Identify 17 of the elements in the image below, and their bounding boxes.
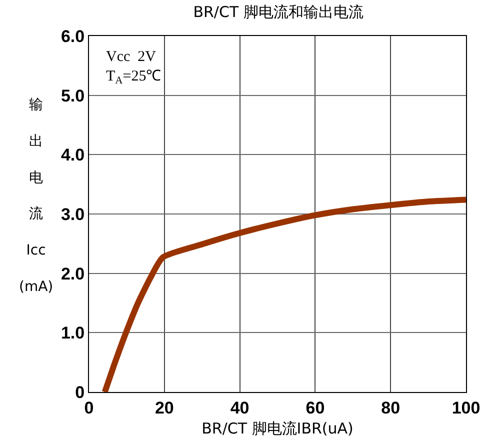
x-tick-label: 100: [452, 398, 480, 418]
y-tick-label: 6.0: [60, 26, 85, 46]
x-tick-label: 60: [306, 398, 325, 418]
x-tick-label: 20: [154, 398, 174, 418]
y-tick-label: 2.0: [60, 264, 85, 284]
y-tick-label: 0: [75, 382, 85, 402]
text: 输出电流Icc(mA): [19, 97, 54, 295]
y-tick-label: 3.0: [60, 204, 85, 224]
x-tick-label: 40: [230, 398, 250, 418]
x-axis-title: BR/CT 脚电流IBR(uA): [202, 419, 354, 438]
annotation: Vcc 2V: [106, 49, 156, 65]
annotation: T$_{A}$=25℃: [106, 68, 162, 87]
y-tick-label: 1.0: [60, 324, 85, 343]
x-tick-label: 80: [381, 398, 400, 418]
chart-title: BR/CT 脚电流和输出电流: [193, 3, 364, 22]
y-tick-label: 5.0: [60, 86, 85, 106]
y-tick-label: 4.0: [60, 146, 85, 165]
